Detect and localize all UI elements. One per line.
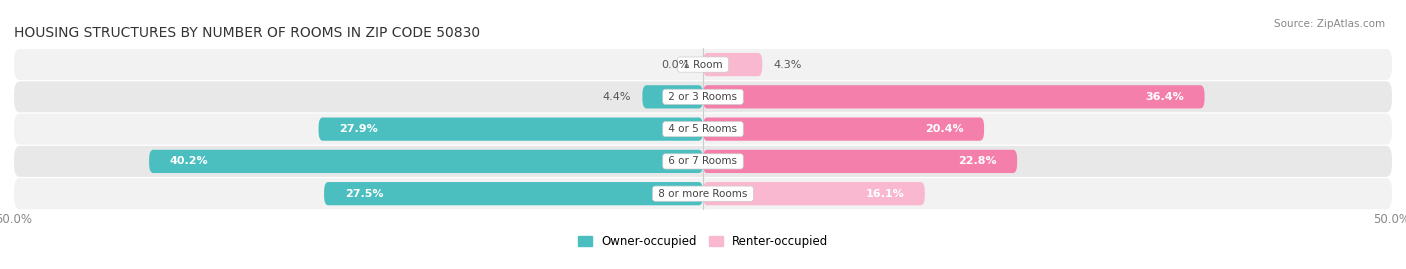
Text: 2 or 3 Rooms: 2 or 3 Rooms bbox=[665, 92, 741, 102]
Text: 20.4%: 20.4% bbox=[925, 124, 963, 134]
Text: 16.1%: 16.1% bbox=[866, 189, 904, 199]
FancyBboxPatch shape bbox=[703, 182, 925, 205]
FancyBboxPatch shape bbox=[14, 81, 1392, 112]
Text: 6 or 7 Rooms: 6 or 7 Rooms bbox=[665, 156, 741, 167]
Text: 4.4%: 4.4% bbox=[603, 92, 631, 102]
FancyBboxPatch shape bbox=[703, 118, 984, 141]
FancyBboxPatch shape bbox=[14, 49, 1392, 80]
Text: Source: ZipAtlas.com: Source: ZipAtlas.com bbox=[1274, 19, 1385, 29]
FancyBboxPatch shape bbox=[14, 178, 1392, 209]
FancyBboxPatch shape bbox=[643, 85, 703, 108]
FancyBboxPatch shape bbox=[14, 146, 1392, 177]
FancyBboxPatch shape bbox=[703, 85, 1205, 108]
Text: 40.2%: 40.2% bbox=[170, 156, 208, 167]
Text: 4 or 5 Rooms: 4 or 5 Rooms bbox=[665, 124, 741, 134]
FancyBboxPatch shape bbox=[319, 118, 703, 141]
Text: HOUSING STRUCTURES BY NUMBER OF ROOMS IN ZIP CODE 50830: HOUSING STRUCTURES BY NUMBER OF ROOMS IN… bbox=[14, 26, 481, 40]
FancyBboxPatch shape bbox=[14, 114, 1392, 145]
Text: 4.3%: 4.3% bbox=[773, 59, 801, 70]
Text: 22.8%: 22.8% bbox=[957, 156, 997, 167]
Text: 27.9%: 27.9% bbox=[339, 124, 378, 134]
FancyBboxPatch shape bbox=[703, 53, 762, 76]
FancyBboxPatch shape bbox=[149, 150, 703, 173]
Text: 8 or more Rooms: 8 or more Rooms bbox=[655, 189, 751, 199]
Text: 36.4%: 36.4% bbox=[1144, 92, 1184, 102]
Text: 0.0%: 0.0% bbox=[661, 59, 689, 70]
FancyBboxPatch shape bbox=[323, 182, 703, 205]
Text: 1 Room: 1 Room bbox=[681, 59, 725, 70]
Text: 27.5%: 27.5% bbox=[344, 189, 384, 199]
FancyBboxPatch shape bbox=[703, 150, 1017, 173]
Legend: Owner-occupied, Renter-occupied: Owner-occupied, Renter-occupied bbox=[578, 235, 828, 248]
